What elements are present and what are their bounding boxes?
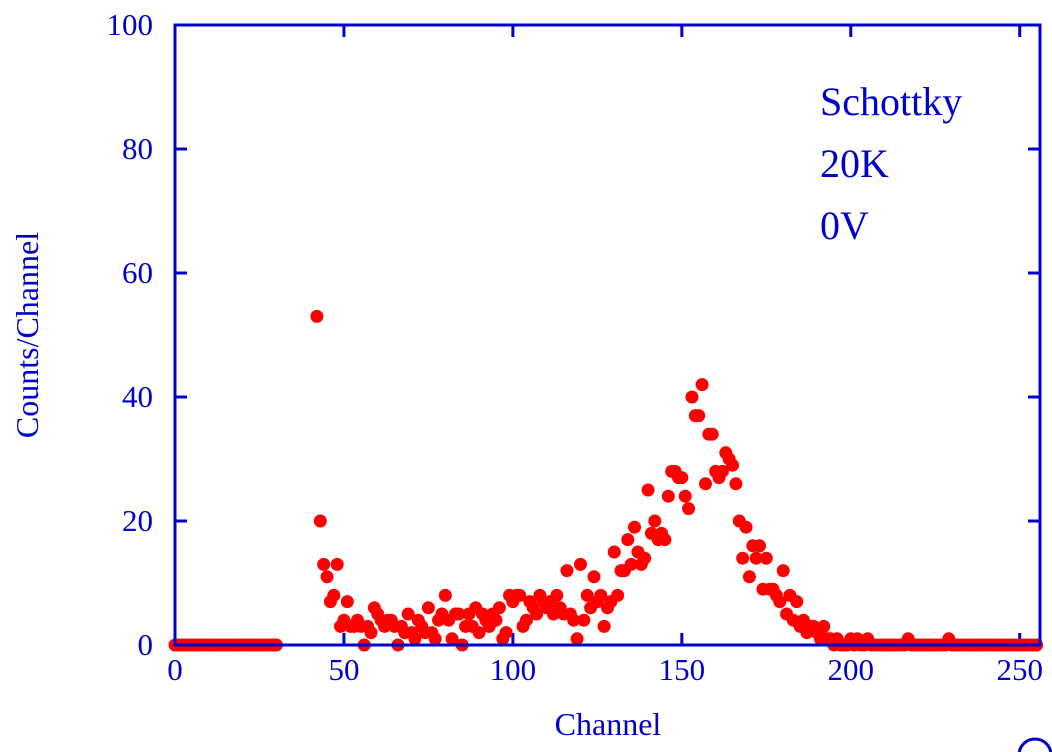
x-tick-label: 250 (996, 652, 1043, 687)
point (648, 514, 662, 528)
point (776, 564, 790, 578)
point (560, 564, 574, 578)
point (519, 613, 533, 627)
point (682, 502, 696, 516)
point (773, 595, 787, 609)
point (408, 632, 422, 646)
point (790, 595, 804, 609)
points (168, 309, 1044, 652)
point (492, 601, 506, 615)
point (658, 533, 672, 547)
annotation: 20K (820, 141, 889, 186)
x-tick-label: 0 (167, 652, 183, 687)
point (364, 626, 378, 640)
x-axis-title: Channel (555, 706, 662, 742)
point (715, 464, 729, 478)
y-tick-label: 60 (122, 255, 153, 290)
point (698, 477, 712, 491)
point (695, 378, 709, 392)
point (661, 489, 675, 503)
point (340, 595, 354, 609)
point (641, 483, 655, 497)
point (759, 551, 773, 565)
point (580, 588, 594, 602)
point (607, 545, 621, 559)
point (739, 520, 753, 534)
point (445, 632, 459, 646)
point (675, 471, 689, 485)
annotation: Schottky (820, 79, 962, 124)
point (438, 588, 452, 602)
point (530, 607, 544, 621)
point (817, 619, 831, 633)
x-tick-label: 100 (490, 652, 537, 687)
point (313, 514, 327, 528)
point (573, 557, 587, 571)
point (310, 309, 324, 323)
y-tick-label: 20 (122, 503, 153, 538)
point (317, 557, 331, 571)
point (749, 551, 763, 565)
point (513, 588, 527, 602)
point (638, 551, 652, 565)
point (567, 613, 581, 627)
point (621, 533, 635, 547)
plot-frame (173, 23, 1042, 647)
logo-fragment (1017, 737, 1052, 752)
point (678, 489, 692, 503)
point (452, 607, 466, 621)
point (472, 626, 486, 640)
point (624, 557, 638, 571)
point (692, 409, 706, 423)
point (753, 539, 767, 553)
point (611, 588, 625, 602)
point (489, 613, 503, 627)
point (320, 570, 334, 584)
point (736, 551, 750, 565)
point (726, 458, 740, 472)
point (587, 570, 601, 584)
point (685, 390, 699, 404)
point (499, 626, 513, 640)
y-tick-label: 40 (122, 379, 153, 414)
point (570, 632, 584, 646)
point (421, 601, 435, 615)
point (577, 613, 591, 627)
x-tick-label: 150 (659, 652, 706, 687)
point (330, 557, 344, 571)
point (597, 619, 611, 633)
y-tick-label: 100 (107, 7, 154, 42)
y-tick-label: 0 (138, 627, 154, 662)
point (594, 588, 608, 602)
point (401, 607, 415, 621)
point (550, 588, 564, 602)
point (705, 427, 719, 441)
point (628, 520, 642, 534)
point (327, 588, 341, 602)
x-tick-label: 50 (328, 652, 359, 687)
point (729, 477, 743, 491)
y-tick-label: 80 (122, 131, 153, 166)
x-tick-label: 200 (828, 652, 875, 687)
point (428, 632, 442, 646)
y-axis-title: Counts/Channel (9, 232, 45, 438)
annotation: 0V (820, 203, 869, 248)
point (742, 570, 756, 584)
